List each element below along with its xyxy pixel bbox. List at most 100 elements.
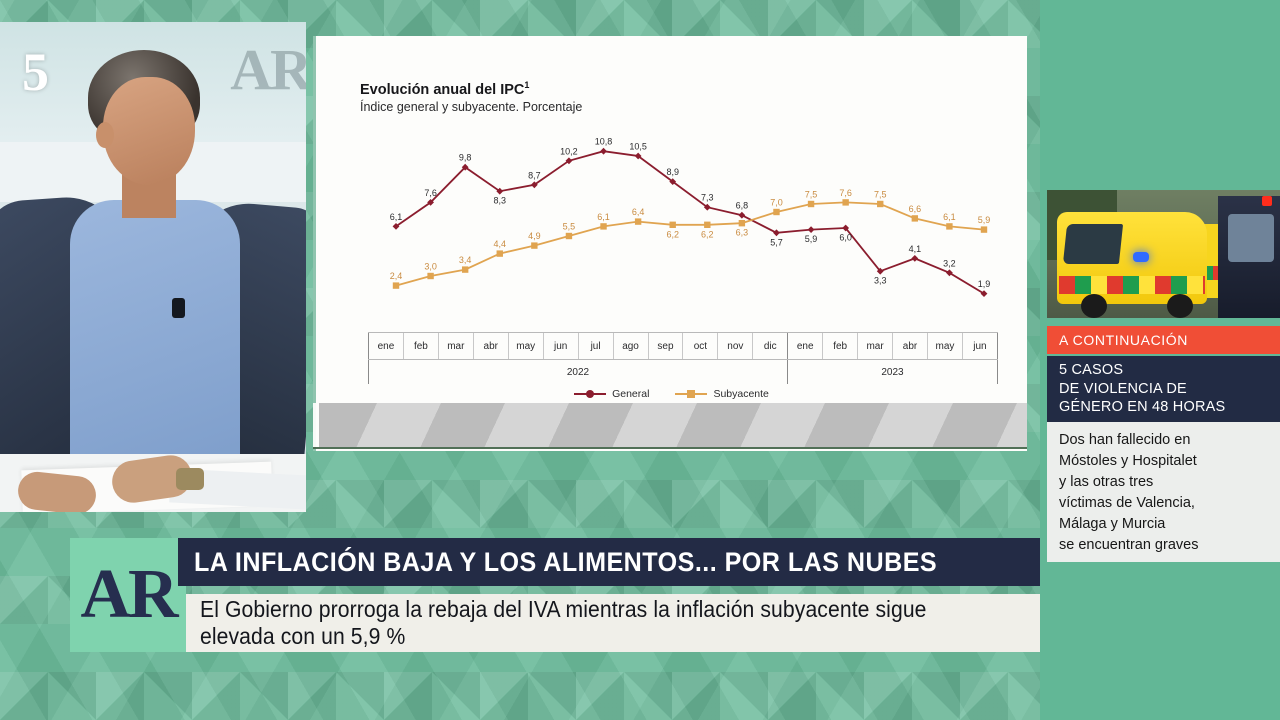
- marker-general-16: [946, 269, 953, 277]
- marker-subyacente-11: [773, 208, 780, 216]
- value-label-general-7: 10,5: [629, 142, 647, 152]
- marker-general-1: [427, 199, 434, 206]
- channel-logo-icon: 5: [22, 42, 49, 102]
- axis-month-9: oct: [683, 333, 719, 359]
- axis-month-8: sep: [649, 333, 684, 359]
- value-label-subyacente-15: 6,6: [909, 204, 922, 214]
- marker-subyacente-5: [565, 232, 573, 240]
- sidebar-headline-line-3: GÉNERO EN 48 HORAS: [1059, 399, 1226, 415]
- marker-subyacente-14: [877, 200, 884, 208]
- value-label-general-4: 8,7: [528, 170, 541, 180]
- value-label-general-3: 8,3: [494, 196, 507, 206]
- sidebar-body-line-1: Dos han fallecido en: [1059, 432, 1191, 448]
- sidebar-headline-line-1: 5 CASOS: [1059, 362, 1124, 378]
- value-label-subyacente-5: 5,5: [563, 222, 576, 232]
- chart-plot-area: 6,1 7,6 9,8 8,3 8,7 10,2 10,8 10,5 8,9 7,3 6,8 5,7 5…: [368, 122, 998, 332]
- chart-title-text: Evolución anual del IPC: [360, 81, 525, 98]
- marker-subyacente-16: [946, 223, 953, 230]
- axis-month-14: mar: [858, 333, 894, 359]
- next-up-badge: A CONTINUACIÓN: [1047, 326, 1280, 354]
- ambulance-wheel-rear: [1167, 294, 1193, 318]
- chart-svg: 6,1 7,6 9,8 8,3 8,7 10,2 10,8 10,5 8,9 7,3 6,8 5,7 5…: [390, 137, 991, 297]
- chart-month-labels-row: ene feb mar abr may jun jul ago sep oct nov dic ene f…: [368, 332, 998, 360]
- axis-month-15: abr: [893, 333, 928, 359]
- marker-subyacente-0: [392, 282, 400, 289]
- value-label-subyacente-7: 6,4: [632, 207, 645, 217]
- presenter-face: [103, 77, 195, 185]
- chart-subtitle: Índice general y subyacente. Porcentaje: [360, 100, 583, 114]
- axis-month-13: feb: [823, 333, 859, 359]
- marker-subyacente-6: [600, 223, 607, 230]
- chyron-headline-text: LA INFLACIÓN BAJA Y LOS ALIMENTOS... POR…: [194, 546, 938, 577]
- axis-month-10: nov: [718, 333, 754, 359]
- marker-general-13: [842, 224, 850, 232]
- axis-month-7: ago: [614, 333, 649, 359]
- marker-general-10: [738, 211, 746, 219]
- chart-title: Evolución anual del IPC1: [360, 80, 529, 98]
- sidebar-body-line-2: Móstoles y Hospitalet: [1059, 453, 1197, 469]
- chart-panel: Evolución anual del IPC1 Índice general …: [313, 36, 1027, 451]
- sidebar-headline: 5 CASOS DE VIOLENCIA DE GÉNERO EN 48 HOR…: [1047, 356, 1280, 422]
- marker-subyacente-8: [669, 221, 676, 228]
- parked-van-window: [1228, 214, 1274, 262]
- next-up-label: A CONTINUACIÓN: [1059, 332, 1188, 348]
- marker-general-11: [773, 229, 780, 237]
- legend-label-subyacente: Subyacente: [713, 388, 769, 400]
- sidebar-body-line-3: y las otras tres: [1059, 474, 1154, 490]
- value-label-general-13: 6,0: [839, 233, 852, 243]
- marker-general-6: [600, 147, 607, 155]
- marker-general-2: [461, 163, 469, 171]
- value-label-subyacente-3: 4,4: [494, 239, 507, 249]
- marker-subyacente-13: [842, 199, 849, 206]
- value-label-general-16: 3,2: [943, 258, 956, 268]
- axis-month-12: ene: [788, 333, 824, 359]
- axis-month-17: jun: [963, 333, 998, 359]
- value-label-subyacente-8: 6,2: [666, 229, 679, 239]
- value-label-general-2: 9,8: [459, 153, 472, 163]
- marker-subyacente-9: [704, 221, 711, 228]
- marker-general-15: [911, 255, 919, 262]
- chyron-subline-bar: El Gobierno prorroga la rebaja del IVA m…: [186, 594, 1040, 652]
- presenter-shirt: [70, 200, 240, 470]
- axis-year-2023: 2023: [788, 360, 998, 384]
- series-line-subyacente: [395, 201, 985, 287]
- marker-general-7: [634, 152, 642, 160]
- value-label-subyacente-6: 6,1: [597, 212, 610, 222]
- legend-swatch-general-icon: [574, 390, 607, 398]
- emergency-light-red-icon: [1262, 196, 1272, 206]
- value-label-subyacente-0: 2,4: [390, 271, 403, 281]
- value-label-subyacente-11: 7,0: [770, 198, 783, 208]
- value-label-general-0: 6,1: [390, 212, 403, 222]
- axis-month-5: jun: [544, 333, 579, 359]
- chart-year-labels-row: 2022 2023: [368, 360, 998, 384]
- emergency-light-blue-icon: [1133, 252, 1149, 262]
- marker-general-9: [703, 203, 711, 211]
- legend-label-general: General: [612, 388, 650, 400]
- value-label-subyacente-17: 5,9: [978, 215, 991, 225]
- value-label-subyacente-14: 7,5: [874, 190, 887, 200]
- value-label-general-6: 10,8: [595, 137, 613, 147]
- value-label-subyacente-12: 7,5: [805, 190, 818, 200]
- sidebar-body-text: Dos han fallecido en Móstoles y Hospital…: [1047, 422, 1280, 562]
- chart-legend: General Subyacente: [316, 388, 1027, 400]
- value-label-subyacente-9: 6,2: [701, 229, 714, 239]
- marker-subyacente-3: [496, 250, 503, 257]
- sidebar-news-photo: [1047, 190, 1280, 318]
- value-label-general-9: 7,3: [701, 193, 714, 203]
- marker-general-3: [496, 187, 504, 195]
- axis-month-16: may: [928, 333, 963, 359]
- axis-month-2: mar: [439, 333, 474, 359]
- chart-title-footnote-marker: 1: [524, 80, 530, 90]
- axis-month-1: feb: [404, 333, 439, 359]
- sidebar-body-line-6: se encuentran graves: [1059, 537, 1199, 553]
- marker-general-4: [530, 181, 538, 189]
- value-label-subyacente-4: 4,9: [528, 231, 541, 241]
- marker-general-5: [565, 157, 573, 165]
- studio-ar-wall-logo: AR: [230, 37, 306, 102]
- presenter-ear: [96, 122, 114, 148]
- sidebar-headline-line-2: DE VIOLENCIA DE: [1059, 380, 1187, 397]
- ambulance-battenburg-stripe: [1059, 276, 1205, 294]
- value-label-general-1: 7,6: [424, 188, 437, 198]
- right-sidebar: A CONTINUACIÓN 5 CASOS DE VIOLENCIA DE G…: [1040, 0, 1280, 720]
- axis-month-3: abr: [474, 333, 509, 359]
